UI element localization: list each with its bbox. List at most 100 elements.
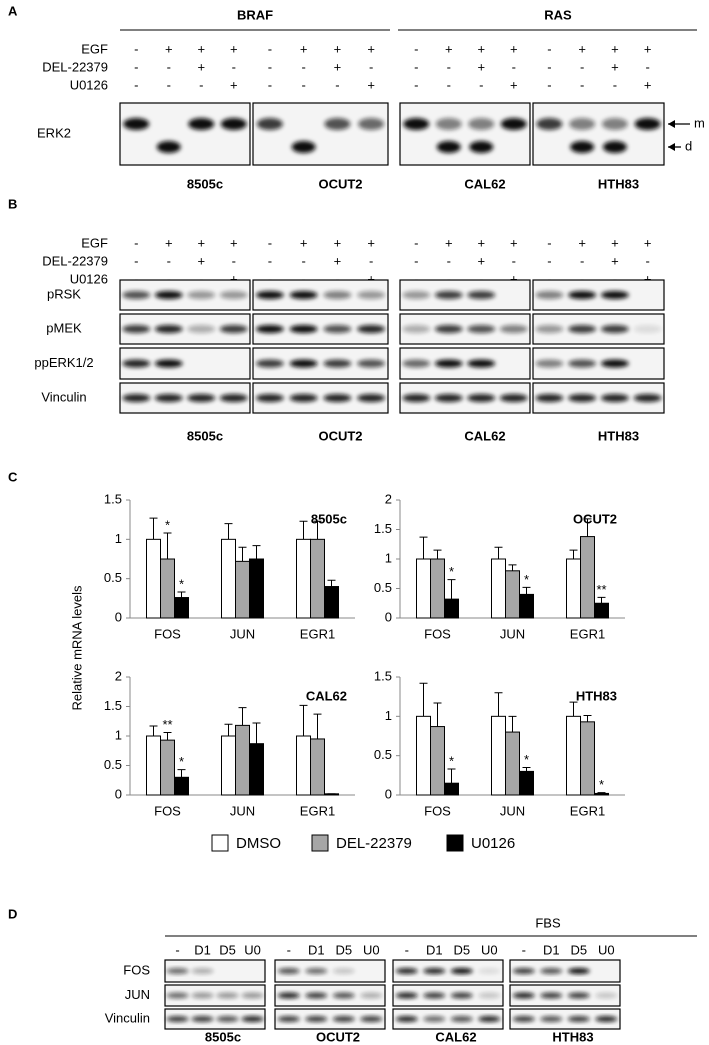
- bar: [324, 586, 339, 619]
- blot-band: [255, 325, 284, 333]
- treatment-sign: -: [547, 77, 551, 92]
- blot-band: [567, 992, 590, 999]
- blot-box: [509, 984, 621, 1007]
- error-bar: [224, 723, 233, 736]
- blot-band: [219, 291, 248, 299]
- blot-band: [403, 118, 430, 130]
- treatment-sign: -: [335, 77, 339, 92]
- blot-box: [274, 1008, 386, 1030]
- treatment-sign: -: [414, 77, 418, 92]
- y-tick-label: 0: [115, 609, 122, 624]
- blot-band: [467, 325, 496, 333]
- blot-band: [540, 992, 563, 999]
- error-bar: [299, 520, 308, 540]
- blot-band: [434, 359, 463, 368]
- treatment-sign: -: [301, 271, 305, 286]
- treatment-sign: -: [268, 235, 272, 250]
- error-bar: [522, 766, 531, 772]
- blot-band: [323, 359, 352, 368]
- cell-line-label: 8505c: [187, 176, 223, 191]
- treatment-label: FBS: [535, 915, 561, 930]
- blot-band: [469, 141, 494, 153]
- bar: [580, 721, 595, 796]
- blot-band: [535, 325, 564, 333]
- y-tick-label: 0: [385, 786, 392, 801]
- error-bar: [238, 707, 247, 726]
- treatment-sign: -: [547, 235, 551, 250]
- blot-band: [122, 291, 151, 299]
- blot-band: [154, 394, 183, 402]
- treatment-sign: -: [268, 59, 272, 74]
- y-tick-label: 1: [115, 727, 122, 742]
- cell-line-label: OCUT2: [316, 1029, 360, 1044]
- blot-band: [289, 394, 318, 402]
- blot-band: [191, 992, 214, 999]
- significance: **: [596, 582, 606, 597]
- y-tick-label: 2: [115, 668, 122, 683]
- cell-line-label: OCUT2: [318, 176, 362, 191]
- treatment-sign: -: [268, 253, 272, 268]
- significance: *: [179, 754, 184, 769]
- blot-box: [164, 984, 266, 1007]
- treatment-sign: +: [367, 235, 375, 250]
- treatment-sign: +: [611, 235, 619, 250]
- blot-band: [357, 325, 386, 333]
- blot-band: [512, 1016, 535, 1022]
- blot-box: [392, 984, 504, 1007]
- blot-band: [535, 359, 564, 368]
- blot-label: FOS: [123, 962, 150, 977]
- blot-band: [255, 359, 284, 368]
- blot-band: [512, 968, 535, 974]
- cell-line-label: 8505c: [187, 428, 223, 443]
- y-tick-label: 0.5: [374, 747, 392, 762]
- blot-band: [220, 118, 247, 130]
- treatment-sign: -: [645, 253, 649, 268]
- blot-band: [601, 118, 628, 130]
- cell-line-label: HTH83: [598, 176, 639, 191]
- treatment-sign: +: [367, 41, 375, 56]
- lane-label: D5: [219, 942, 236, 957]
- treatment-sign: +: [611, 41, 619, 56]
- treatment-sign: +: [367, 77, 375, 92]
- treatment-sign: -: [414, 41, 418, 56]
- blot-band: [568, 291, 597, 299]
- blot-band: [216, 992, 239, 999]
- cell-line-label: HTH83: [552, 1029, 593, 1044]
- blot-band: [540, 1016, 563, 1022]
- marker-label: d: [685, 138, 692, 153]
- bar: [249, 558, 264, 619]
- blot-band: [535, 394, 564, 402]
- blot-band: [289, 291, 318, 299]
- bar: [235, 724, 250, 796]
- legend-swatch: [311, 834, 329, 852]
- bar: [566, 558, 581, 619]
- blot-band: [289, 325, 318, 333]
- lane-label: -: [405, 942, 409, 957]
- y-tick-label: 1.5: [374, 668, 392, 683]
- group-label: RAS: [544, 7, 572, 22]
- treatment-sign: -: [301, 59, 305, 74]
- treatment-sign: -: [134, 253, 138, 268]
- error-bar: [163, 532, 172, 559]
- blot-box: [399, 102, 531, 166]
- treatment-sign: +: [644, 41, 652, 56]
- x-tick-label: FOS: [154, 803, 181, 818]
- error-bar: [149, 517, 158, 540]
- blot-box: [274, 984, 386, 1007]
- treatment-sign: -: [134, 59, 138, 74]
- treatment-sign: +: [197, 59, 205, 74]
- blot-band: [500, 118, 527, 130]
- blot-band: [123, 118, 150, 130]
- blot-band: [468, 118, 495, 130]
- treatment-sign: +: [165, 41, 173, 56]
- blot-band: [395, 992, 418, 999]
- significance: *: [449, 753, 454, 768]
- bar: [566, 715, 581, 796]
- lane-label: D1: [308, 942, 325, 957]
- error-bar: [597, 596, 606, 604]
- y-tick-label: 1.5: [104, 491, 122, 506]
- significance: *: [179, 576, 184, 591]
- bar: [594, 602, 609, 619]
- treatment-sign: +: [197, 253, 205, 268]
- blot-band: [357, 291, 386, 299]
